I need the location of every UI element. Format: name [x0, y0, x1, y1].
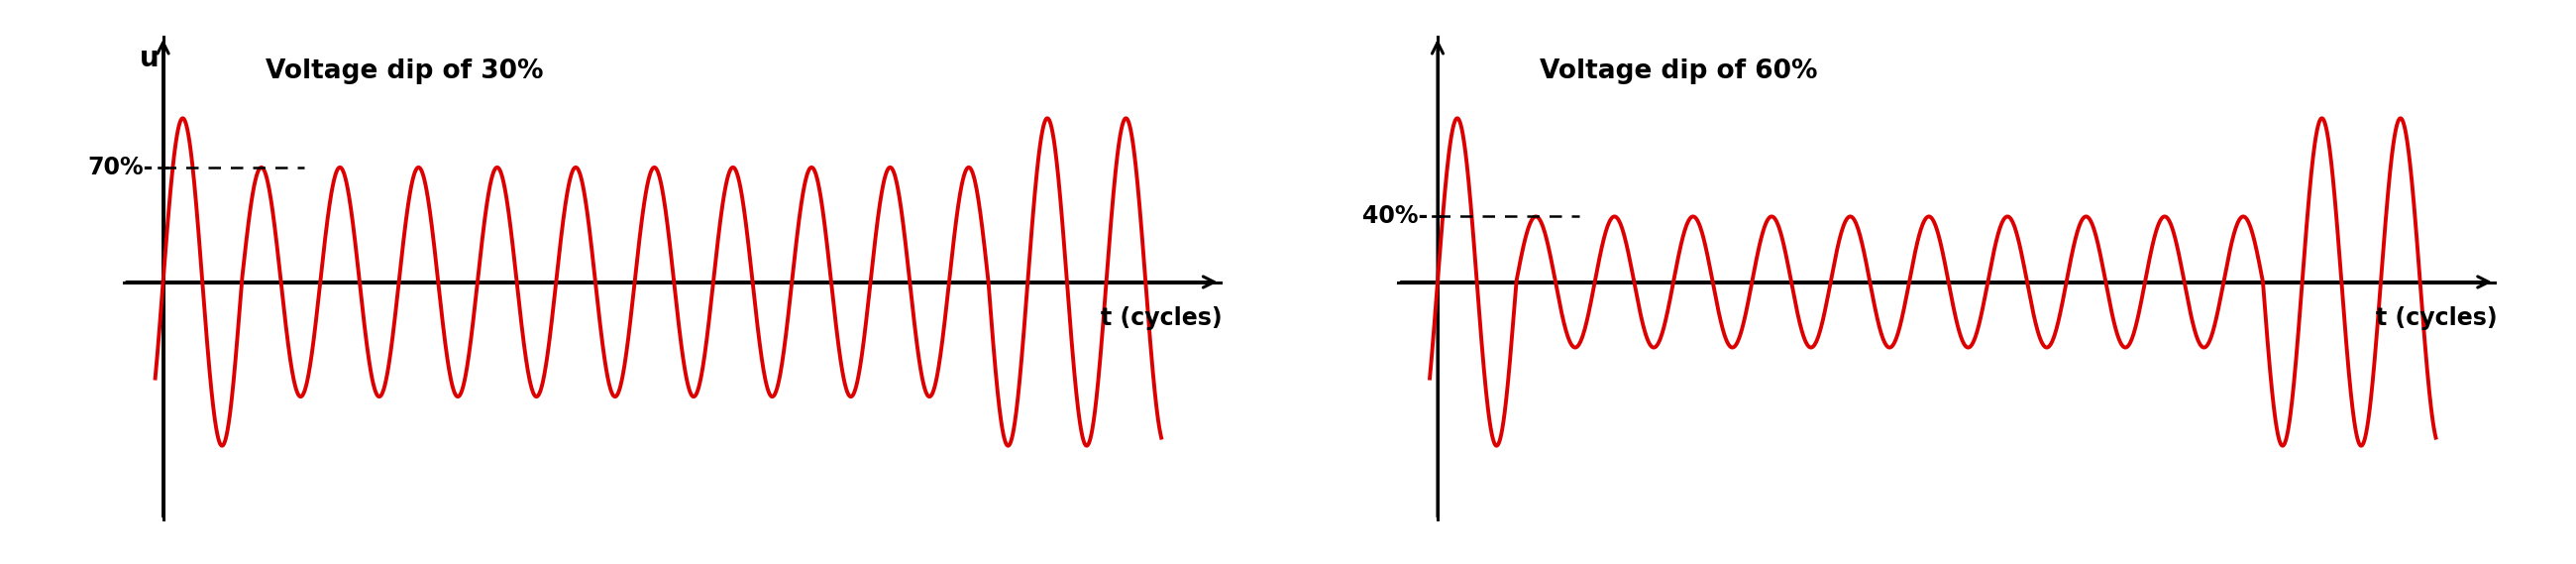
Text: 40%-: 40%-	[1363, 205, 1427, 228]
Text: u: u	[139, 45, 160, 72]
Text: 70%-: 70%-	[88, 156, 155, 179]
Text: Voltage dip of 60%: Voltage dip of 60%	[1540, 59, 1819, 85]
Text: Voltage dip of 30%: Voltage dip of 30%	[265, 59, 544, 85]
Text: t (cycles): t (cycles)	[2375, 307, 2496, 331]
Text: t (cycles): t (cycles)	[1100, 307, 1224, 331]
